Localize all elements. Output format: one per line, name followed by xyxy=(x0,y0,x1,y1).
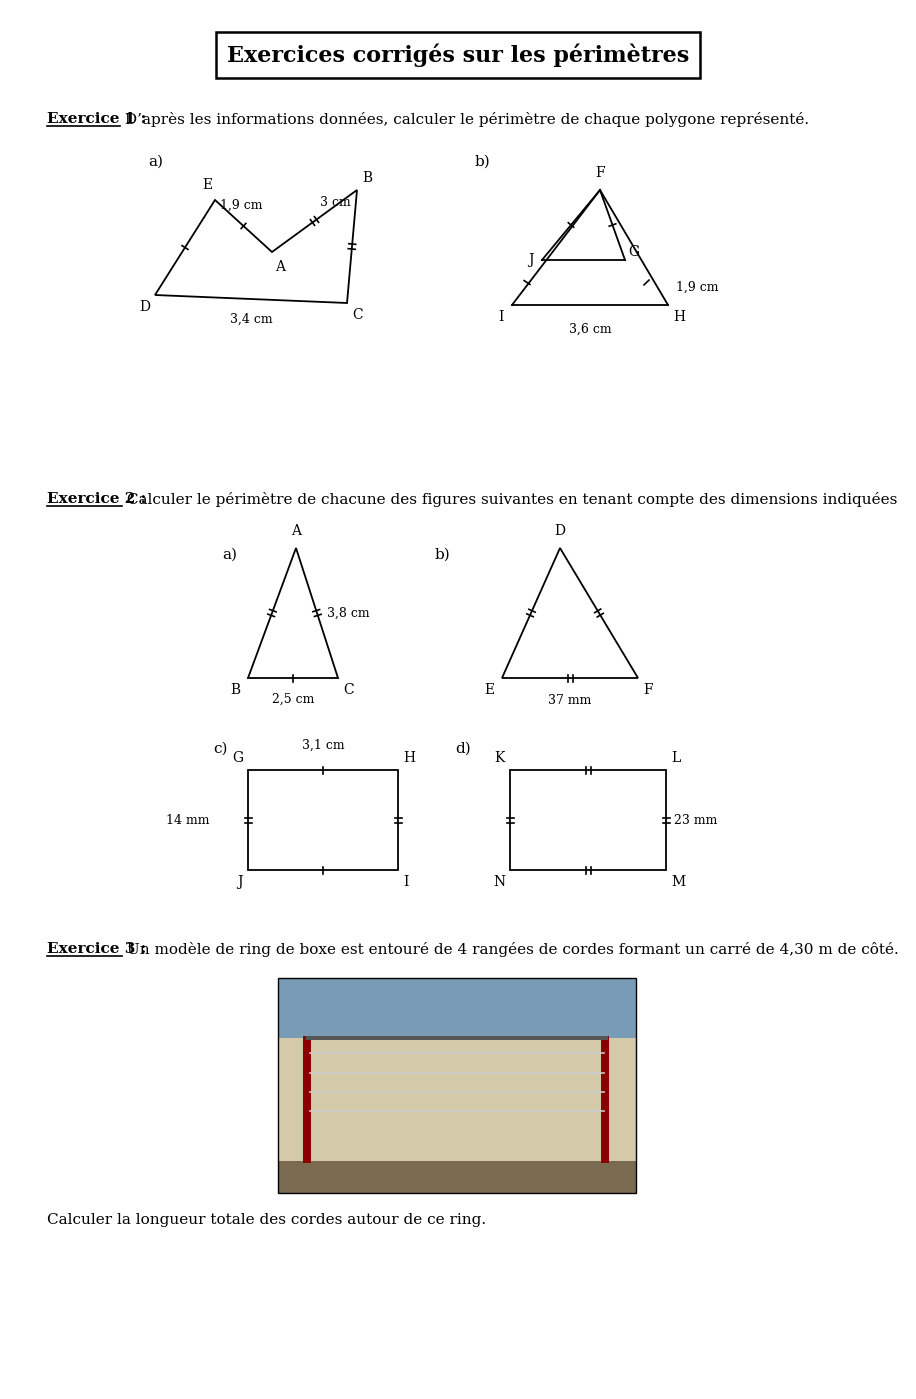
Text: 23 mm: 23 mm xyxy=(674,813,717,827)
Bar xyxy=(278,978,636,1193)
Text: D’après les informations données, calculer le périmètre de chaque polygone repré: D’après les informations données, calcul… xyxy=(120,112,809,127)
Text: N: N xyxy=(493,874,505,888)
Bar xyxy=(278,978,636,1038)
Bar xyxy=(278,1161,636,1193)
Text: G: G xyxy=(232,751,243,765)
Text: 1,9 cm: 1,9 cm xyxy=(676,281,718,294)
Text: B: B xyxy=(362,171,372,185)
Text: Calculer la longueur totale des cordes autour de ce ring.: Calculer la longueur totale des cordes a… xyxy=(47,1213,486,1227)
Text: 1,9 cm: 1,9 cm xyxy=(220,199,263,213)
Text: J: J xyxy=(529,253,534,267)
Text: C: C xyxy=(352,308,363,322)
Text: K: K xyxy=(495,751,505,765)
Text: d): d) xyxy=(455,741,471,755)
Text: E: E xyxy=(484,683,494,697)
Text: E: E xyxy=(202,178,212,192)
Bar xyxy=(303,1037,311,1163)
Text: Exercice 2 :: Exercice 2 : xyxy=(47,492,147,506)
Text: 3,6 cm: 3,6 cm xyxy=(569,323,611,336)
Text: A: A xyxy=(291,525,301,539)
Text: D: D xyxy=(139,299,150,313)
Text: Calculer le périmètre de chacune des figures suivantes en tenant compte des dime: Calculer le périmètre de chacune des fig… xyxy=(122,492,898,506)
Text: 3,4 cm: 3,4 cm xyxy=(230,313,272,326)
Text: H: H xyxy=(673,311,685,325)
Text: 3,1 cm: 3,1 cm xyxy=(301,739,344,753)
Text: D: D xyxy=(554,525,565,539)
Bar xyxy=(601,1037,609,1163)
Text: b): b) xyxy=(475,155,491,169)
Bar xyxy=(306,1037,608,1041)
Text: 14 mm: 14 mm xyxy=(167,813,210,827)
Text: Exercice 1 :: Exercice 1 : xyxy=(47,112,147,126)
Bar xyxy=(278,1038,636,1161)
Text: c): c) xyxy=(213,741,227,755)
Text: 3,8 cm: 3,8 cm xyxy=(327,607,370,620)
Text: 37 mm: 37 mm xyxy=(549,694,592,706)
Text: 2,5 cm: 2,5 cm xyxy=(272,693,314,706)
Text: C: C xyxy=(343,683,354,697)
Text: a): a) xyxy=(148,155,163,169)
Text: G: G xyxy=(628,245,639,259)
Text: F: F xyxy=(643,683,652,697)
Text: Exercice 3 :: Exercice 3 : xyxy=(47,942,147,956)
Text: Exercices corrigés sur les périmètres: Exercices corrigés sur les périmètres xyxy=(227,43,689,67)
Text: Un modèle de ring de boxe est entouré de 4 rangées de cordes formant un carré de: Un modèle de ring de boxe est entouré de… xyxy=(122,942,899,957)
Text: A: A xyxy=(275,260,285,274)
Text: I: I xyxy=(498,311,504,325)
Text: J: J xyxy=(237,874,243,888)
Text: L: L xyxy=(671,751,681,765)
Text: a): a) xyxy=(222,548,237,562)
Text: F: F xyxy=(595,166,605,180)
Text: 3 cm: 3 cm xyxy=(320,196,350,208)
Text: M: M xyxy=(671,874,685,888)
Text: b): b) xyxy=(435,548,451,562)
Text: B: B xyxy=(230,683,240,697)
Text: I: I xyxy=(403,874,409,888)
Text: H: H xyxy=(403,751,415,765)
